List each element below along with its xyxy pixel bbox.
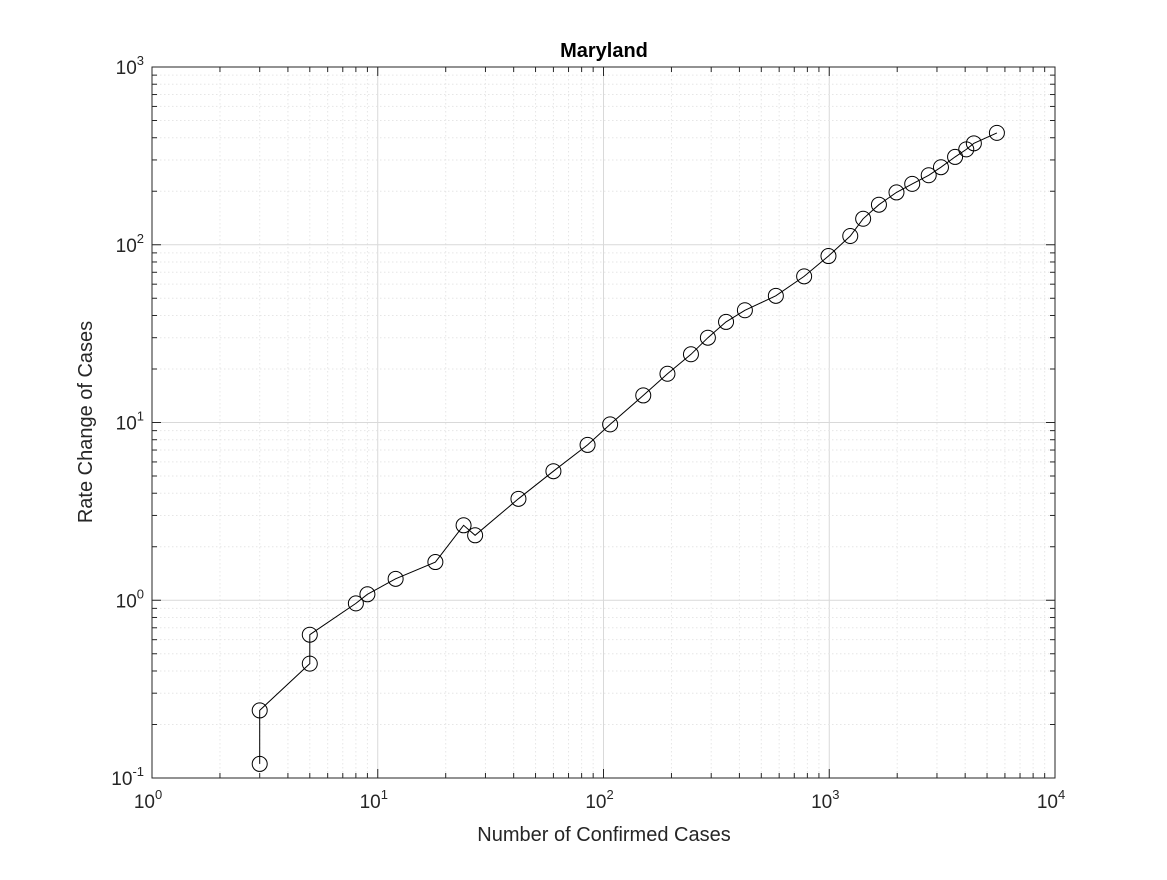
data-point bbox=[870, 196, 887, 213]
data-point bbox=[635, 387, 652, 404]
data-point bbox=[659, 365, 676, 382]
data-point bbox=[904, 175, 921, 192]
data-point bbox=[251, 755, 268, 772]
plot-area bbox=[251, 124, 1005, 772]
y-axis-label: Rate Change of Cases bbox=[75, 321, 97, 523]
data-point bbox=[947, 148, 964, 165]
data-point bbox=[932, 159, 949, 176]
data-point bbox=[545, 463, 562, 480]
data-point bbox=[387, 570, 404, 587]
data-point bbox=[820, 248, 837, 265]
data-point bbox=[699, 329, 716, 346]
data-point bbox=[988, 124, 1005, 141]
data-point bbox=[682, 346, 699, 363]
series-line bbox=[259, 132, 998, 764]
chart-title: Maryland bbox=[560, 40, 648, 62]
x-axis-label: Number of Confirmed Cases bbox=[477, 824, 730, 846]
data-point bbox=[796, 268, 813, 285]
data-point bbox=[855, 210, 872, 227]
data-point bbox=[455, 517, 472, 534]
data-point bbox=[251, 702, 268, 719]
data-point bbox=[965, 135, 982, 152]
data-point bbox=[579, 436, 596, 453]
data-point bbox=[736, 302, 753, 319]
data-point bbox=[467, 527, 484, 544]
data-point bbox=[767, 287, 784, 304]
data-point bbox=[301, 626, 318, 643]
data-point bbox=[888, 184, 905, 201]
data-point bbox=[718, 313, 735, 330]
data-point bbox=[842, 228, 859, 245]
data-point bbox=[602, 416, 619, 433]
data-point bbox=[920, 167, 937, 184]
data-point bbox=[347, 595, 364, 612]
data-point bbox=[359, 586, 376, 603]
grid-lines bbox=[151, 67, 1055, 779]
data-point bbox=[510, 490, 527, 507]
data-point bbox=[427, 554, 444, 571]
data-point bbox=[301, 655, 318, 672]
